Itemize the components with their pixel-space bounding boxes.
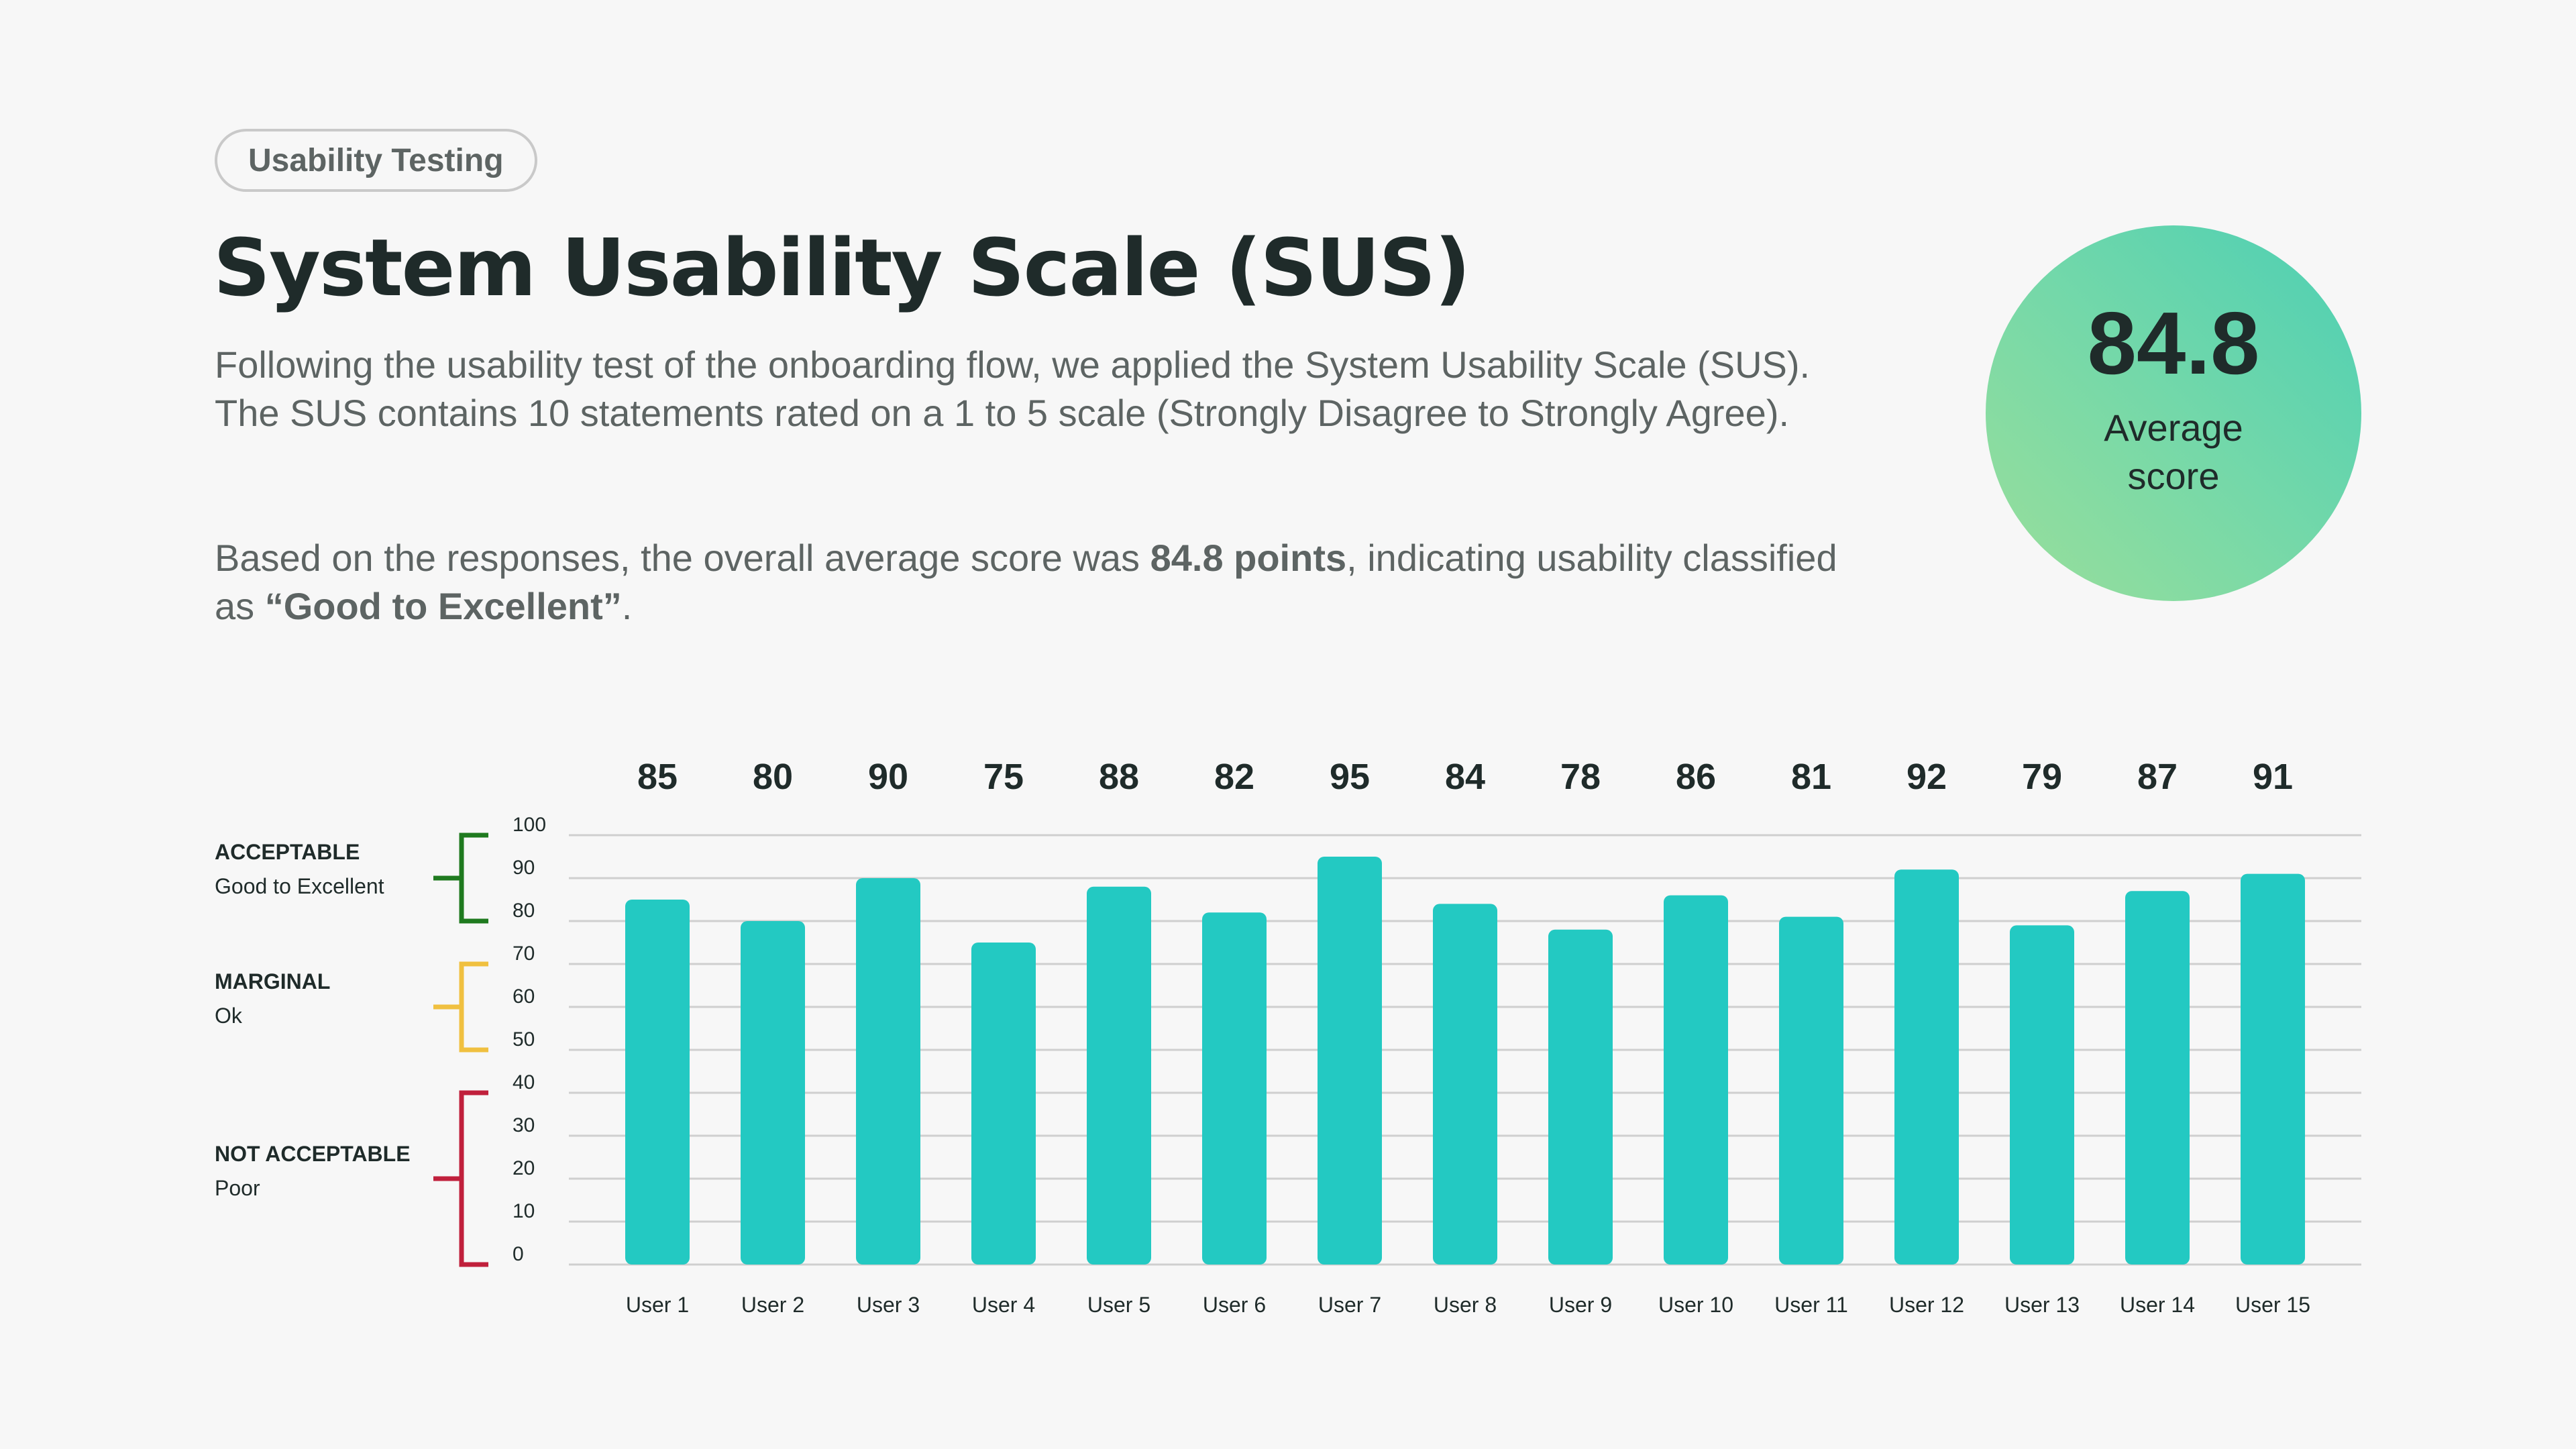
y-tick-label: 20 (513, 1157, 535, 1179)
category-subtitle: Ok (215, 1004, 242, 1028)
bar (1779, 916, 1843, 1265)
x-tick-label: User 13 (2004, 1293, 2080, 1317)
x-tick-label: User 6 (1203, 1293, 1266, 1317)
x-tick-label: User 11 (1774, 1293, 1848, 1317)
x-tick-label: User 5 (1087, 1293, 1150, 1317)
y-tick-label: 80 (513, 900, 535, 922)
y-tick-label: 50 (513, 1028, 535, 1051)
bar (971, 943, 1036, 1265)
bar-value-label: 92 (1907, 757, 1947, 797)
bar-value-label: 90 (868, 757, 908, 797)
x-tick-label: User 3 (857, 1293, 920, 1317)
category-marginal: MARGINAL Ok (215, 969, 330, 1028)
x-tick-label: User 15 (2235, 1293, 2310, 1317)
y-tick-label: 40 (513, 1071, 535, 1093)
x-tick-label: User 1 (626, 1293, 689, 1317)
average-score-label: Average score (2104, 407, 2243, 497)
bar-value-label: 82 (1214, 757, 1254, 797)
bar (1202, 912, 1267, 1265)
bar-value-label: 84 (1445, 757, 1485, 797)
y-tick-label: 30 (513, 1114, 535, 1136)
score-highlight: 84.8 points (1150, 537, 1347, 579)
y-tick-label: 10 (513, 1200, 535, 1222)
y-tick-label: 70 (513, 943, 535, 965)
y-tick-label: 0 (513, 1243, 524, 1265)
category-not-acceptable: NOT ACCEPTABLE Poor (215, 1142, 411, 1201)
bar (625, 900, 690, 1265)
bar (1433, 904, 1497, 1265)
bar-value-label: 88 (1099, 757, 1139, 797)
category-name: MARGINAL (215, 969, 331, 994)
category-name: ACCEPTABLE (215, 840, 360, 864)
description-text: . (621, 585, 633, 627)
average-score-circle: 84.8 Average score (1986, 225, 2361, 601)
description-text: Based on the responses, the overall aver… (215, 537, 1150, 579)
x-tick-label: User 9 (1549, 1293, 1612, 1317)
x-tick-label: User 10 (1658, 1293, 1733, 1317)
bar-value-label: 85 (637, 757, 678, 797)
description-paragraph-1: Following the usability test of the onbo… (215, 343, 1811, 434)
bar-value-label: 91 (2253, 757, 2293, 797)
bar-value-label: 78 (1560, 757, 1601, 797)
category-bracket (433, 833, 488, 924)
category-bracket (433, 961, 488, 1053)
x-tick-label: User 2 (741, 1293, 804, 1317)
bar (1894, 869, 1959, 1265)
bar-value-label: 79 (2022, 757, 2062, 797)
bar-value-label: 86 (1676, 757, 1716, 797)
description-text: , indicating usability classified as (215, 537, 1837, 627)
x-tick-label: User 7 (1318, 1293, 1381, 1317)
y-tick-label: 60 (513, 985, 535, 1008)
x-tick-label: User 14 (2120, 1293, 2195, 1317)
category-name: NOT ACCEPTABLE (215, 1142, 411, 1166)
classification-highlight: “Good to Excellent” (264, 585, 622, 627)
average-score-value: 84.8 (2087, 294, 2260, 392)
bar (2241, 873, 2305, 1265)
description-paragraph-2: Based on the responses, the overall aver… (215, 534, 1838, 631)
bar (741, 921, 805, 1265)
x-tick-label: User 4 (972, 1293, 1035, 1317)
x-tick-label: User 12 (1889, 1293, 1964, 1317)
bar-value-label: 81 (1791, 757, 1831, 797)
bar-value-label: 75 (983, 757, 1024, 797)
bar (1548, 929, 1613, 1265)
bar (1664, 895, 1728, 1265)
section-badge: Usability Testing (215, 129, 537, 192)
bar (2010, 925, 2074, 1265)
bar (1087, 886, 1151, 1265)
category-bracket (433, 1090, 488, 1267)
bar (2125, 891, 2190, 1265)
page-title: System Usability Scale (SUS) (213, 221, 1470, 314)
bar (1318, 857, 1382, 1265)
x-tick-label: User 8 (1434, 1293, 1497, 1317)
y-tick-label: 100 (513, 814, 546, 836)
category-acceptable: ACCEPTABLE Good to Excellent (215, 840, 384, 899)
bar (856, 878, 920, 1265)
y-tick-label: 90 (513, 857, 535, 879)
category-subtitle: Poor (215, 1176, 260, 1200)
category-subtitle: Good to Excellent (215, 874, 384, 898)
bar-value-label: 80 (753, 757, 793, 797)
bar-value-label: 95 (1330, 757, 1370, 797)
bar-value-label: 87 (2137, 757, 2178, 797)
